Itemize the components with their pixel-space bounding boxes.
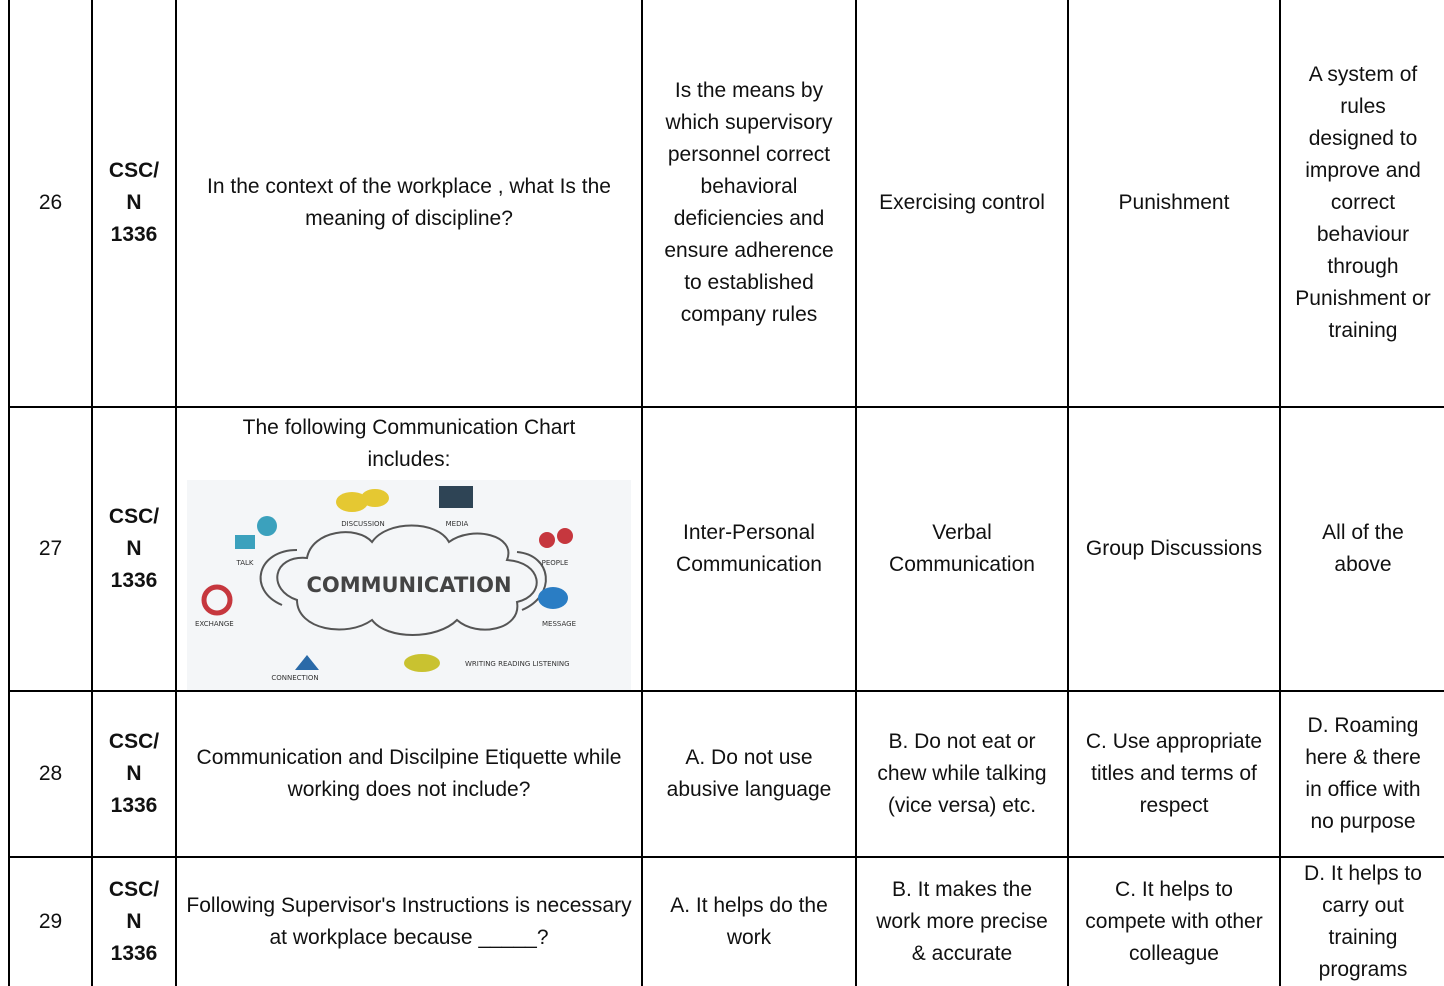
table-body: 26 CSC/ N 1336 In the context of the workp… bbox=[8, 0, 1444, 986]
option-d-cell: All of the above bbox=[1279, 406, 1444, 692]
option-a-cell: A. It helps do the work bbox=[641, 856, 857, 986]
code-text: CSC/ N 1336 bbox=[108, 878, 160, 965]
number-text: 26 bbox=[38, 191, 63, 214]
question-cell: In the context of the workplace , what I… bbox=[175, 0, 643, 408]
figure-label: CONNECTION bbox=[271, 674, 318, 682]
table-row: 28 CSC/ N 1336 Communication and Discilpin… bbox=[8, 690, 1444, 858]
communication-figure: COMMUNICATION DISCUSSION MEDIA TALK PEOPLE E… bbox=[187, 480, 631, 689]
option-c-text: C. Use appropriate titles and terms of r… bbox=[1085, 730, 1263, 817]
icon bbox=[538, 587, 568, 609]
option-a-text: Is the means by which supervisory person… bbox=[664, 79, 834, 326]
figure-label: PEOPLE bbox=[542, 559, 569, 567]
option-b-text: Verbal Communication bbox=[889, 521, 1035, 576]
icon bbox=[336, 492, 368, 512]
option-b-text: B. It makes the work more precise & accu… bbox=[876, 878, 1048, 965]
icon bbox=[557, 528, 573, 544]
option-a-cell: Inter-Personal Communication bbox=[641, 406, 857, 692]
figure-title: COMMUNICATION bbox=[306, 573, 511, 597]
option-d-text: All of the above bbox=[1322, 521, 1404, 576]
option-b-cell: Exercising control bbox=[855, 0, 1069, 408]
icon bbox=[439, 486, 473, 508]
option-b-text: Exercising control bbox=[879, 191, 1045, 214]
number-cell: 26 bbox=[8, 0, 93, 408]
question-text: Communication and Discilpine Etiquette w… bbox=[196, 746, 622, 801]
table-row: 26 CSC/ N 1336 In the context of the workp… bbox=[8, 0, 1444, 408]
icon bbox=[404, 654, 440, 672]
question-text: The following Communication Chart includ… bbox=[242, 416, 576, 471]
option-d-text: D. It helps to carry out training progra… bbox=[1304, 862, 1422, 981]
figure-label: DISCUSSION bbox=[341, 520, 385, 528]
code-text: CSC/ N 1336 bbox=[108, 730, 160, 817]
option-a-text: A. Do not use abusive language bbox=[666, 746, 832, 801]
option-b-cell: B. It makes the work more precise & accu… bbox=[855, 856, 1069, 986]
icon bbox=[235, 535, 255, 549]
option-c-text: Group Discussions bbox=[1085, 537, 1263, 560]
number-text: 28 bbox=[38, 762, 63, 785]
option-d-text: A system of rules designed to improve an… bbox=[1295, 63, 1431, 342]
question-cell: The following Communication Chart includ… bbox=[175, 406, 643, 692]
code-cell: CSC/ N 1336 bbox=[91, 406, 177, 692]
option-a-cell: Is the means by which supervisory person… bbox=[641, 0, 857, 408]
code-cell: CSC/ N 1336 bbox=[91, 690, 177, 858]
number-cell: 27 bbox=[8, 406, 93, 692]
figure-label: TALK bbox=[235, 559, 253, 567]
option-a-text: Inter-Personal Communication bbox=[676, 521, 822, 576]
option-b-cell: B. Do not eat or chew while talking (vic… bbox=[855, 690, 1069, 858]
icon bbox=[539, 532, 555, 548]
option-c-cell: C. It helps to compete with other collea… bbox=[1067, 856, 1281, 986]
icon bbox=[201, 584, 233, 616]
icon bbox=[295, 655, 319, 670]
question-cell: Communication and Discilpine Etiquette w… bbox=[175, 690, 643, 858]
option-c-cell: C. Use appropriate titles and terms of r… bbox=[1067, 690, 1281, 858]
option-d-text: D. Roaming here & there in office with n… bbox=[1305, 714, 1421, 833]
question-text: Following Supervisor's Instructions is n… bbox=[186, 894, 632, 949]
question-table: 26 CSC/ N 1336 In the context of the workp… bbox=[8, 0, 1444, 986]
table-row: 27 CSC/ N 1336 The following Communication… bbox=[8, 406, 1444, 692]
option-c-text: Punishment bbox=[1118, 191, 1230, 214]
figure-labels: DISCUSSION MEDIA TALK PEOPLE EXCHANGE MESSAGE… bbox=[195, 520, 576, 682]
option-a-text: A. It helps do the work bbox=[670, 894, 828, 949]
option-c-cell: Group Discussions bbox=[1067, 406, 1281, 692]
number-text: 27 bbox=[38, 537, 63, 560]
number-cell: 28 bbox=[8, 690, 93, 858]
option-c-cell: Punishment bbox=[1067, 0, 1281, 408]
icon bbox=[257, 516, 277, 536]
figure-label: EXCHANGE bbox=[195, 620, 234, 628]
code-text: CSC/ N 1336 bbox=[108, 159, 160, 246]
option-d-cell: D. It helps to carry out training progra… bbox=[1279, 856, 1444, 986]
code-text: CSC/ N 1336 bbox=[108, 505, 160, 592]
figure-label: MESSAGE bbox=[542, 620, 576, 628]
table-row: 29 CSC/ N 1336 Following Supervisor's Inst… bbox=[8, 856, 1444, 986]
figure-label: MEDIA bbox=[446, 520, 469, 528]
option-b-cell: Verbal Communication bbox=[855, 406, 1069, 692]
option-d-cell: D. Roaming here & there in office with n… bbox=[1279, 690, 1444, 858]
option-a-cell: A. Do not use abusive language bbox=[641, 690, 857, 858]
icon bbox=[361, 489, 389, 507]
option-d-cell: A system of rules designed to improve an… bbox=[1279, 0, 1444, 408]
number-cell: 29 bbox=[8, 856, 93, 986]
question-text: In the context of the workplace , what I… bbox=[207, 175, 611, 230]
code-cell: CSC/ N 1336 bbox=[91, 0, 177, 408]
number-text: 29 bbox=[38, 910, 63, 933]
figure-label: WRITING READING LISTENING bbox=[465, 660, 570, 668]
option-b-text: B. Do not eat or chew while talking (vic… bbox=[877, 730, 1047, 817]
code-cell: CSC/ N 1336 bbox=[91, 856, 177, 986]
cloud bbox=[259, 524, 547, 636]
option-c-text: C. It helps to compete with other collea… bbox=[1085, 878, 1263, 965]
question-cell: Following Supervisor's Instructions is n… bbox=[175, 856, 643, 986]
